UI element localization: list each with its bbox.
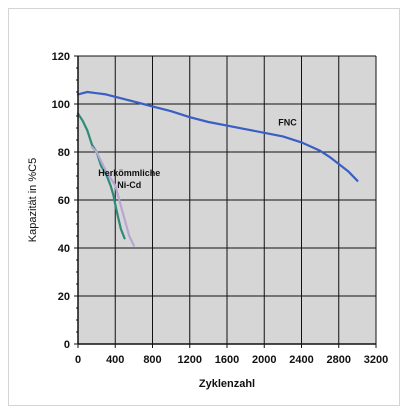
grid-lines [77,55,377,345]
series-line-2 [90,146,135,247]
x-tick-label: 1200 [178,354,202,366]
y-tick-label: 100 [52,99,70,111]
y-tick-label: 60 [58,195,70,207]
y-tick-label: 40 [58,243,70,255]
x-tick-label: 0 [75,354,81,366]
y-tick-label: 120 [52,51,70,63]
annotation-label: Ni-Cd [117,180,141,190]
annotation-label: Herkömmliche [98,168,160,178]
y-tick-label: 20 [58,291,70,303]
x-tick-label: 2000 [252,354,276,366]
annotations: FNC Herkömmliche Ni-Cd [98,118,297,190]
y-tick-label: 80 [58,147,70,159]
x-tick-label: 3200 [364,354,388,366]
y-tick-label: 0 [64,339,70,351]
x-axis-title: Zyklenzahl [199,378,255,390]
annotation-label: FNC [278,118,297,128]
x-tick-label: 2400 [289,354,313,366]
y-axis-title: Kapazität in %C5 [27,158,39,242]
series-line-1 [76,112,126,240]
axes [74,55,377,348]
x-tick-label: 2800 [327,354,351,366]
x-tick-label: 400 [106,354,124,366]
x-tick-label: 1600 [215,354,239,366]
series-line-0 [76,90,359,182]
series-lines [76,90,359,247]
x-tick-label: 800 [143,354,161,366]
